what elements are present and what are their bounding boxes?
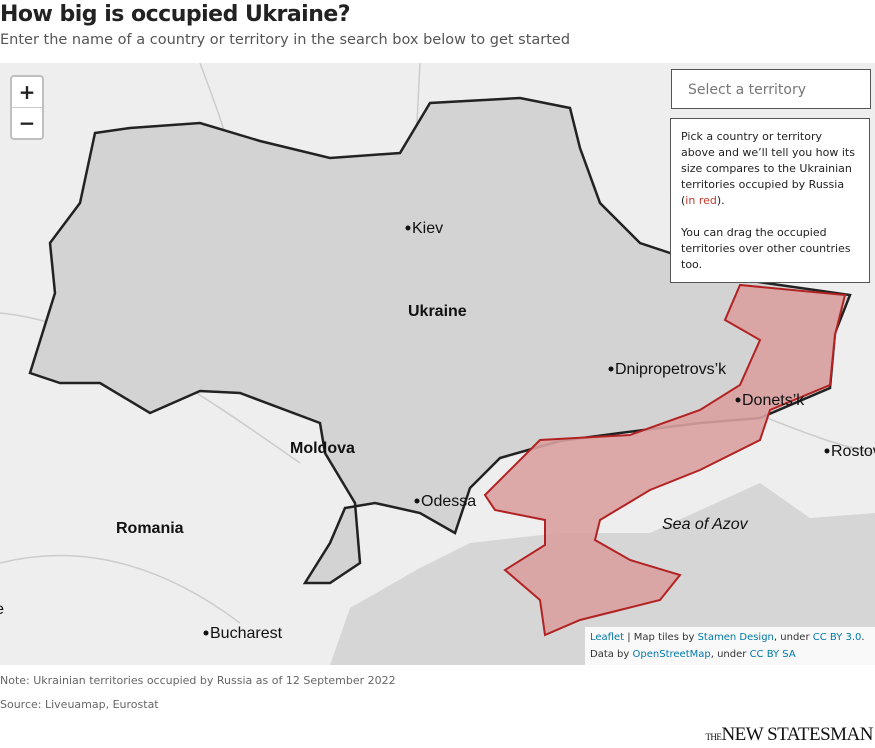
link[interactable]: Stamen Design [697,632,774,643]
source: Source: Liveuamap, Eurostat [0,698,159,711]
map-label: Moldova [290,440,355,457]
map-label: Odessa [421,493,476,510]
map-label: Romania [116,520,184,537]
text: . Data by [590,632,865,660]
map-label: Belgrade [0,601,4,618]
city-dot [405,225,411,231]
occupied-territories[interactable] [483,283,847,637]
info-panel: Pick a country or territory above and we… [670,118,870,283]
info-text-part: ). [716,194,725,207]
map-layer: Kiev Ukraine Dnipropetrovs’k Donets’k Moldov… [0,63,875,665]
text: , under [710,649,747,660]
zoom-out[interactable]: − [12,107,42,138]
map-label: Bucharest [210,625,283,642]
map-label: Dnipropetrovs’k [615,361,727,378]
city-dot [203,630,209,636]
text: | Map tiles by [627,632,695,643]
city-dot [824,448,830,454]
logo: THENEW STATESMAN [705,724,873,746]
map-label: Donets’k [742,392,805,409]
logo-text: NEW STATESMAN [721,724,873,745]
note: Note: Ukrainian territories occupied by … [0,674,396,687]
text: , under [773,632,810,643]
territory-select[interactable]: Select a territory [671,69,871,109]
logo-small: THE [705,732,722,742]
info-red: in red [685,194,717,207]
city-dot [414,498,420,504]
subtitle: Enter the name of a country or territory… [0,32,571,48]
link[interactable]: CC BY 3.0 [812,632,862,643]
link[interactable]: Leaflet [590,632,625,643]
info-text: Pick a country or territory above and we… [681,129,859,209]
map[interactable]: Kiev Ukraine Dnipropetrovs’k Donets’k Moldov… [0,63,875,665]
city-dot [735,397,741,403]
info-text-part: Pick a country or territory above and we… [681,130,855,207]
zoom-control: + − [10,75,44,140]
map-label: Rostov [831,443,875,460]
info-text: You can drag the occupied territories ov… [681,226,851,271]
city-dot [608,366,614,372]
title: How big is occupied Ukraine? [0,2,351,27]
map-label: Ukraine [408,303,467,320]
map-label: Sea of Azov [662,516,749,533]
zoom-in[interactable]: + [18,80,36,104]
link[interactable]: CC BY SA [749,649,796,660]
link[interactable]: OpenStreetMap [632,649,711,660]
attribution: Leaflet | Map tiles by Stamen Design, un… [585,627,875,665]
map-label: Kiev [412,220,443,237]
